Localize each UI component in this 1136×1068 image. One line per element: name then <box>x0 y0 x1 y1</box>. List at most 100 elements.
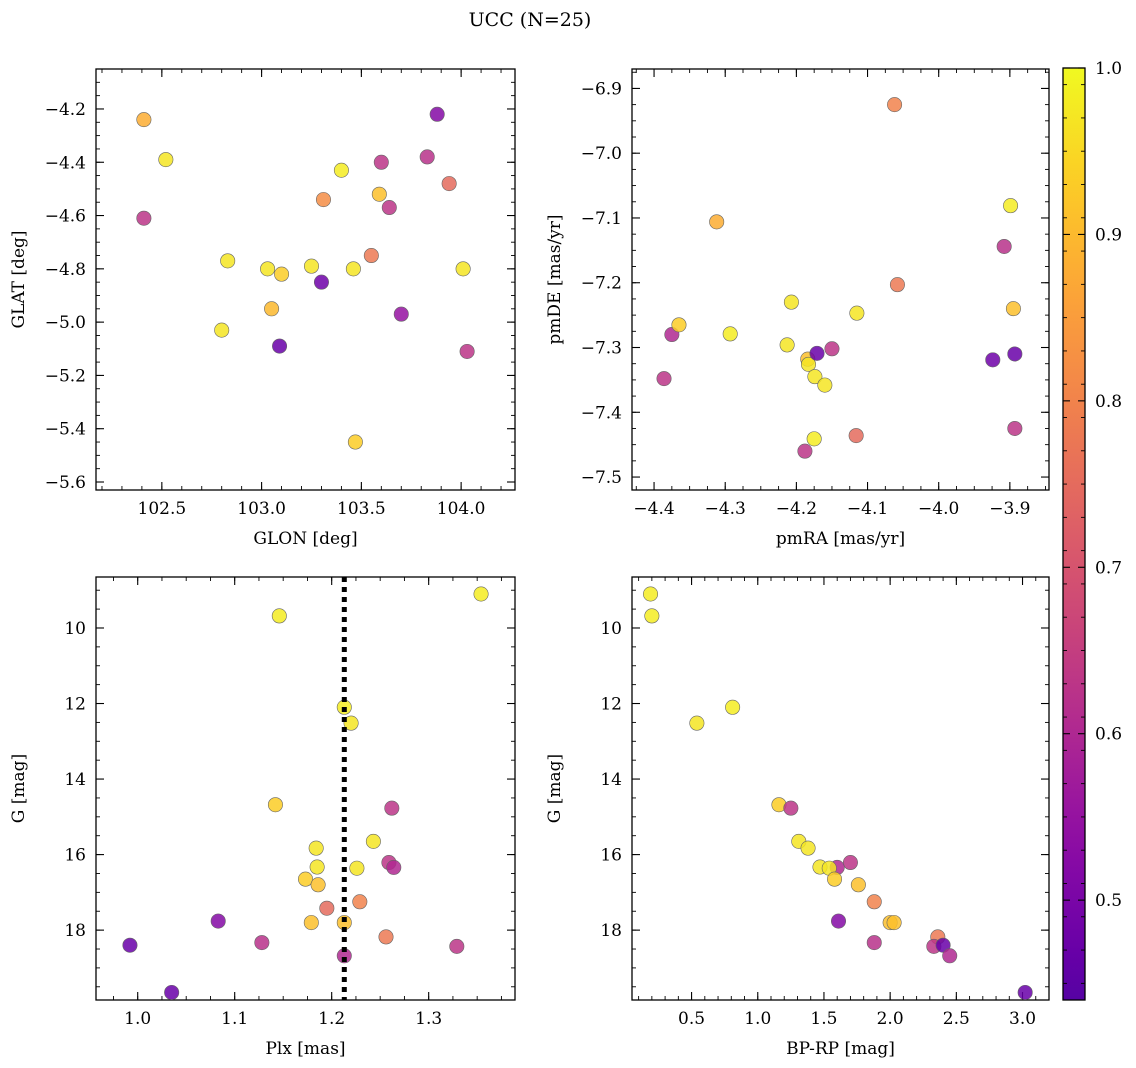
data-point <box>1005 301 1021 317</box>
y-tick-label: −4.8 <box>45 260 86 280</box>
x-axis-label: pmRA [mas/yr] <box>776 529 905 549</box>
data-point <box>274 266 290 282</box>
data-point <box>800 840 816 856</box>
data-point <box>455 261 471 277</box>
x-tick-label: 103.5 <box>337 499 386 519</box>
data-point <box>643 586 659 602</box>
colorbar-tick-label: 0.5 <box>1095 891 1122 911</box>
y-tick-label: 16 <box>64 846 86 866</box>
data-point <box>378 929 394 945</box>
y-axis-label: G [mag] <box>9 754 29 823</box>
x-tick-label: 2.0 <box>877 1009 904 1029</box>
data-point <box>373 154 389 170</box>
y-tick-label: −5.0 <box>45 313 86 333</box>
data-point <box>363 248 379 264</box>
y-tick-label: −4.6 <box>45 207 86 227</box>
x-tick-label: 1.3 <box>415 1009 442 1029</box>
data-point <box>779 337 795 353</box>
x-tick-label: 2.5 <box>943 1009 970 1029</box>
data-point <box>886 915 902 931</box>
data-point <box>689 715 705 731</box>
x-tick-label: −4.2 <box>776 499 817 519</box>
data-point <box>303 915 319 931</box>
colorbar-tick-label: 0.7 <box>1095 558 1122 578</box>
y-tick-label: −7.0 <box>581 144 622 164</box>
marks <box>643 586 1033 1000</box>
data-point <box>709 214 725 230</box>
data-point <box>365 833 381 849</box>
data-point <box>210 913 226 929</box>
data-point <box>349 860 365 876</box>
data-point <box>850 877 866 893</box>
data-point <box>347 434 363 450</box>
data-point <box>122 937 138 953</box>
data-point <box>1017 984 1033 1000</box>
data-point <box>371 186 387 202</box>
y-tick-label: 18 <box>64 921 86 941</box>
y-axis-label: GLAT [deg] <box>9 230 29 328</box>
data-point <box>459 343 475 359</box>
y-tick-label: 10 <box>600 619 622 639</box>
x-tick-label: 1.2 <box>318 1009 345 1029</box>
data-point <box>386 859 402 875</box>
marks <box>136 106 475 450</box>
colorbar-gradient <box>1062 67 1086 1001</box>
data-point <box>264 301 280 317</box>
data-point <box>303 258 319 274</box>
data-point <box>384 800 400 816</box>
marks <box>122 577 489 1000</box>
panel-pmra-pmde: −4.4 −4.3 −4.2 −4.1 −4.0 −3.9 −7.5 −7.4 −7.3 −7.2… <box>545 68 1050 549</box>
data-point <box>315 192 331 208</box>
data-point <box>942 948 958 964</box>
data-point <box>831 913 847 929</box>
data-point <box>644 608 660 624</box>
data-point <box>441 176 457 192</box>
data-point <box>272 338 288 354</box>
colorbar-tick-label: 1.0 <box>1095 59 1122 79</box>
data-point <box>214 322 230 338</box>
panel-glon-glat: 102.5 103.0 103.5 104.0 −5.6 −5.4 −5.2 −5.0 −4.8… <box>9 68 516 549</box>
axes-frame <box>95 576 516 1001</box>
x-tick-label: 1.1 <box>221 1009 248 1029</box>
data-point <box>824 341 840 357</box>
data-point <box>333 162 349 178</box>
axes-frame <box>95 68 516 491</box>
y-tick-label: 14 <box>64 770 86 790</box>
data-point <box>806 431 822 447</box>
y-tick-label: −7.5 <box>581 468 622 488</box>
data-point <box>254 935 270 951</box>
colorbar-tick-label: 0.9 <box>1095 225 1122 245</box>
axes-frame <box>631 68 1050 491</box>
data-point <box>381 200 397 216</box>
y-tick-label: −4.2 <box>45 100 86 120</box>
data-point <box>419 149 435 165</box>
data-point <box>866 894 882 910</box>
y-tick-label: −4.4 <box>45 153 86 173</box>
data-point <box>473 586 489 602</box>
data-point <box>848 428 864 444</box>
data-point <box>849 305 865 321</box>
y-tick-label: −5.2 <box>45 366 86 386</box>
panel-bprp-g: 0.5 1.0 1.5 2.0 2.5 3.0 10 12 14 16 18 BP-RP [mag] G… <box>545 576 1050 1059</box>
data-point <box>308 840 324 856</box>
x-tick-label: 102.5 <box>138 499 187 519</box>
x-axis-label: GLON [deg] <box>253 529 357 549</box>
data-point <box>996 238 1012 254</box>
data-point <box>271 608 287 624</box>
data-point <box>260 261 276 277</box>
data-point <box>158 152 174 168</box>
panel-plx-g: 1.0 1.1 1.2 1.3 10 12 14 16 18 Plx [mas] G [mag] <box>9 576 516 1059</box>
x-tick-label: −4.3 <box>705 499 746 519</box>
data-point <box>310 877 326 893</box>
y-tick-label: 14 <box>600 770 622 790</box>
data-point <box>656 371 672 387</box>
y-axis-label: G [mag] <box>545 754 565 823</box>
data-point <box>809 345 825 361</box>
data-point <box>725 699 741 715</box>
y-tick-label: 12 <box>64 695 86 715</box>
figure-title: UCC (N=25) <box>469 9 592 31</box>
data-point <box>1003 198 1019 214</box>
y-tick-label: −7.4 <box>581 403 622 423</box>
data-point <box>343 715 359 731</box>
